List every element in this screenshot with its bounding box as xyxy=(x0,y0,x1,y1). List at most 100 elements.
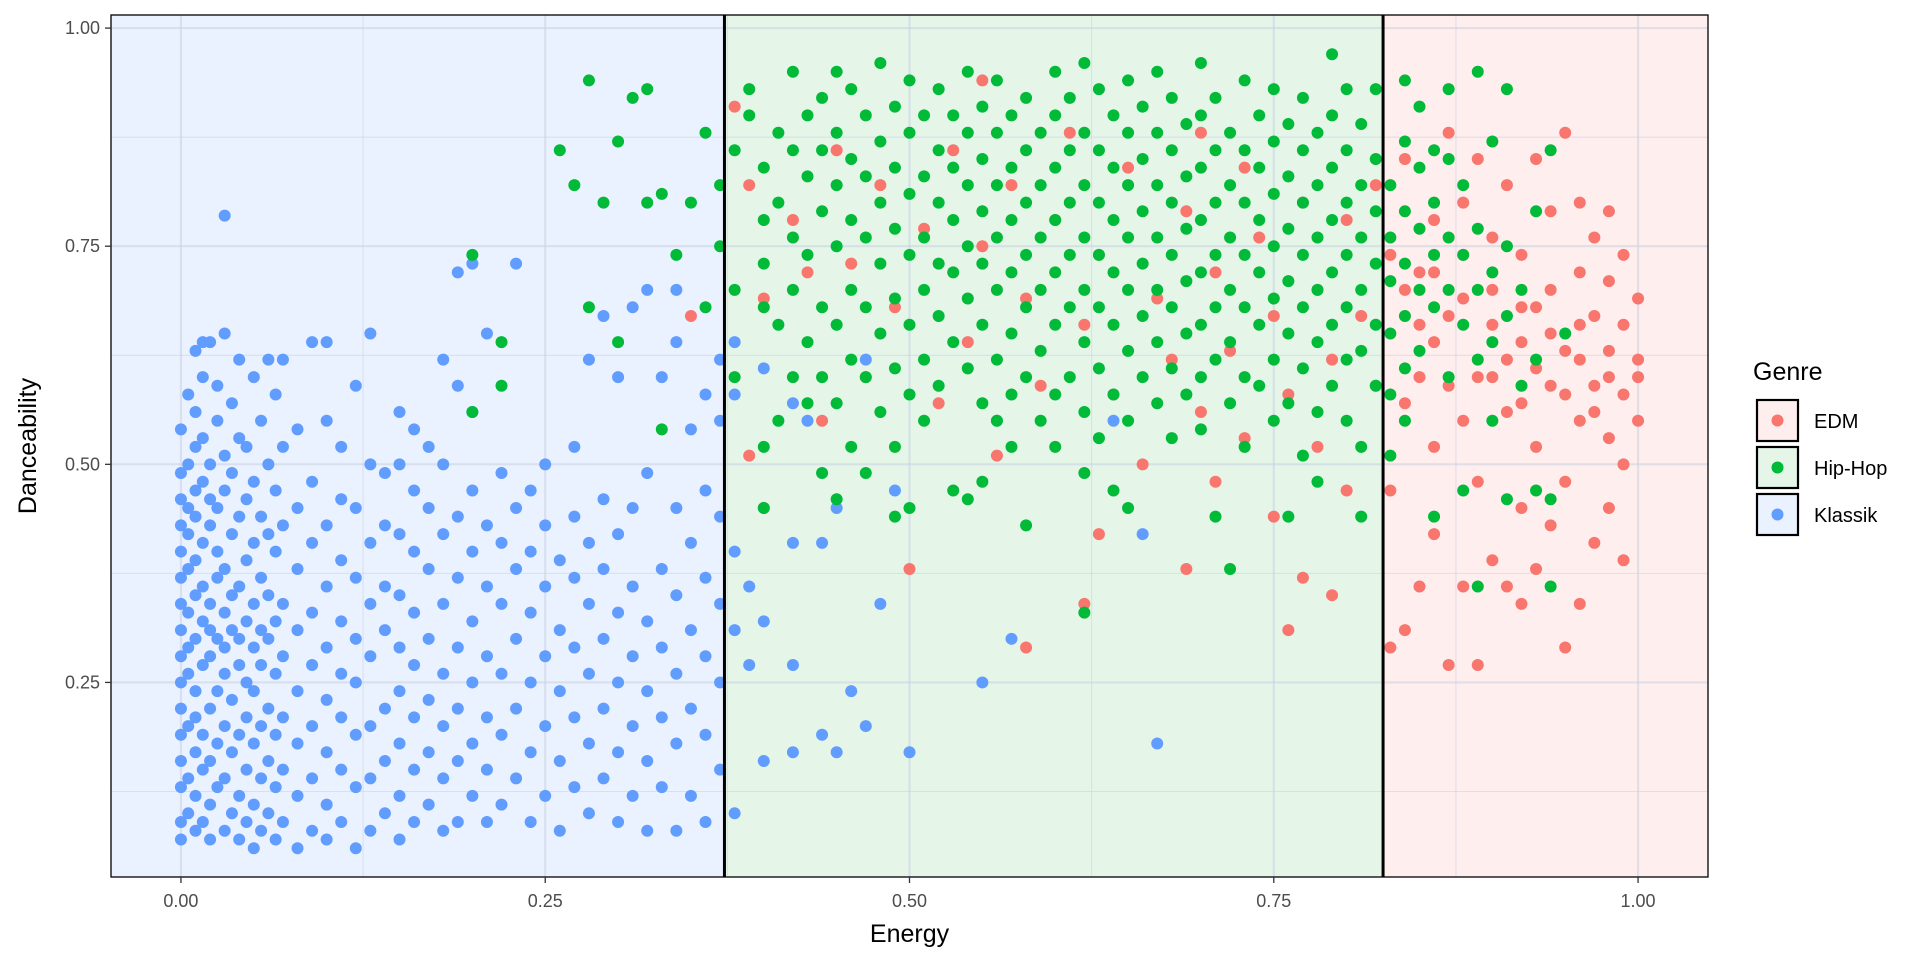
point-klassik xyxy=(437,667,450,680)
point-hip-hop xyxy=(990,179,1003,192)
point-klassik xyxy=(196,475,209,488)
point-klassik xyxy=(393,458,406,471)
point-hip-hop xyxy=(1471,580,1484,593)
point-klassik xyxy=(612,528,625,541)
point-hip-hop xyxy=(1296,144,1309,157)
point-hip-hop xyxy=(1151,283,1164,296)
point-edm xyxy=(1092,528,1105,541)
point-edm xyxy=(1165,353,1178,366)
point-klassik xyxy=(626,789,639,802)
point-klassik xyxy=(582,353,595,366)
point-edm xyxy=(1617,388,1630,401)
point-hip-hop xyxy=(786,231,799,244)
point-edm xyxy=(1588,310,1601,323)
point-hip-hop xyxy=(1253,214,1266,227)
point-klassik xyxy=(466,615,479,628)
point-hip-hop xyxy=(786,283,799,296)
point-hip-hop xyxy=(947,266,960,279)
point-klassik xyxy=(335,763,348,776)
point-hip-hop xyxy=(918,109,931,122)
point-klassik xyxy=(786,746,799,759)
point-hip-hop xyxy=(495,336,508,349)
point-klassik xyxy=(437,528,450,541)
point-hip-hop xyxy=(1136,257,1149,270)
point-klassik xyxy=(349,728,362,741)
point-hip-hop xyxy=(1165,196,1178,209)
point-klassik xyxy=(174,650,187,663)
point-klassik xyxy=(211,414,224,427)
point-hip-hop xyxy=(1092,301,1105,314)
point-hip-hop xyxy=(1500,240,1513,253)
point-hip-hop xyxy=(932,144,945,157)
legend-key-point xyxy=(1771,461,1784,474)
point-klassik xyxy=(233,789,246,802)
point-klassik xyxy=(451,816,464,829)
point-hip-hop xyxy=(1209,196,1222,209)
point-hip-hop xyxy=(1165,144,1178,157)
point-klassik xyxy=(670,737,683,750)
point-klassik xyxy=(393,789,406,802)
point-klassik xyxy=(240,676,253,689)
point-edm xyxy=(1428,440,1441,453)
point-klassik xyxy=(225,807,238,820)
point-hip-hop xyxy=(1530,484,1543,497)
point-hip-hop xyxy=(816,205,829,218)
point-hip-hop xyxy=(1296,196,1309,209)
point-hip-hop xyxy=(1209,301,1222,314)
point-hip-hop xyxy=(830,65,843,78)
point-klassik xyxy=(364,327,377,340)
point-klassik xyxy=(597,493,610,506)
point-hip-hop xyxy=(1515,379,1528,392)
point-hip-hop xyxy=(801,248,814,261)
point-edm xyxy=(976,240,989,253)
point-hip-hop xyxy=(1005,440,1018,453)
point-hip-hop xyxy=(1398,414,1411,427)
point-klassik xyxy=(582,667,595,680)
point-edm xyxy=(1005,179,1018,192)
point-hip-hop xyxy=(1107,161,1120,174)
point-hip-hop xyxy=(1500,310,1513,323)
point-hip-hop xyxy=(1122,74,1135,87)
point-klassik xyxy=(204,458,217,471)
point-klassik xyxy=(874,597,887,610)
point-hip-hop xyxy=(1107,214,1120,227)
point-hip-hop xyxy=(1369,205,1382,218)
point-hip-hop xyxy=(1442,83,1455,96)
point-klassik xyxy=(408,545,421,558)
point-klassik xyxy=(626,301,639,314)
point-klassik xyxy=(830,501,843,514)
point-edm xyxy=(1617,458,1630,471)
point-hip-hop xyxy=(1165,91,1178,104)
point-klassik xyxy=(539,580,552,593)
point-klassik xyxy=(233,632,246,645)
point-hip-hop xyxy=(1049,388,1062,401)
point-edm xyxy=(1588,379,1601,392)
point-hip-hop xyxy=(1238,248,1251,261)
y-axis-title: Danceability xyxy=(14,377,42,514)
point-klassik xyxy=(451,510,464,523)
point-klassik xyxy=(189,589,202,602)
point-klassik xyxy=(393,833,406,846)
point-klassik xyxy=(1107,414,1120,427)
point-hip-hop xyxy=(1471,65,1484,78)
point-klassik xyxy=(262,589,275,602)
point-hip-hop xyxy=(918,170,931,183)
point-hip-hop xyxy=(1296,362,1309,375)
point-klassik xyxy=(306,658,319,671)
point-hip-hop xyxy=(932,310,945,323)
point-klassik xyxy=(422,746,435,759)
point-klassik xyxy=(240,554,253,567)
point-hip-hop xyxy=(772,318,785,331)
point-hip-hop xyxy=(612,135,625,148)
point-klassik xyxy=(568,510,581,523)
point-klassik xyxy=(211,545,224,558)
point-edm xyxy=(1588,405,1601,418)
point-hip-hop xyxy=(1034,126,1047,139)
point-hip-hop xyxy=(1020,91,1033,104)
point-klassik xyxy=(568,711,581,724)
point-klassik xyxy=(568,571,581,584)
point-hip-hop xyxy=(961,65,974,78)
point-hip-hop xyxy=(1224,179,1237,192)
point-hip-hop xyxy=(1049,161,1062,174)
point-edm xyxy=(1530,152,1543,165)
